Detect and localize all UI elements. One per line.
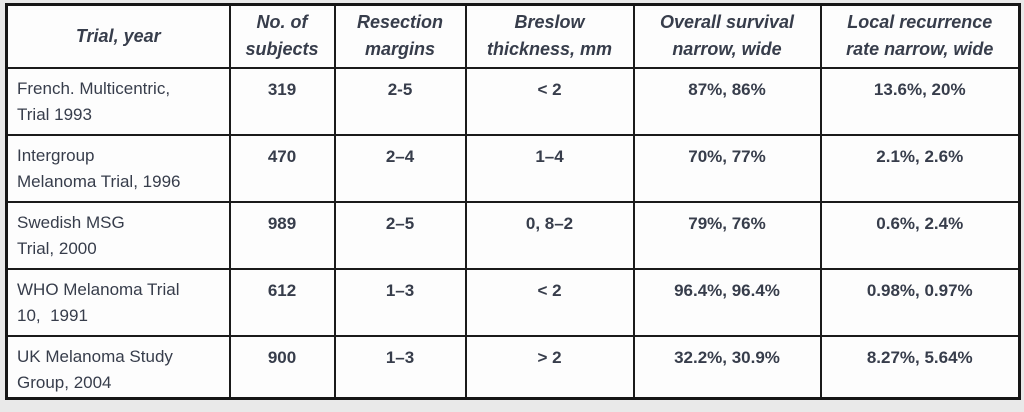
cell-margins: 1–3 — [333, 267, 467, 337]
cell-trial-year: Swedish MSG Trial, 2000 — [5, 200, 231, 270]
cell-subjects: 989 — [228, 200, 336, 270]
cell-survival: 32.2%, 30.9% — [632, 334, 822, 400]
cell-margins: 2–5 — [333, 200, 467, 270]
melanoma-trials-table: Trial, year No. of subjects Resection ma… — [5, 3, 1021, 400]
header-label: Trial, year — [75, 25, 161, 46]
table-row: French. Multicentric, Trial 1993 319 2-5… — [5, 66, 1021, 136]
header-cell-no-of-subjects: No. of subjects — [228, 3, 336, 69]
cell-trial-year: UK Melanoma Study Group, 2004 — [5, 334, 231, 400]
header-cell-overall-survival: Overall survival narrow, wide — [632, 3, 822, 69]
table-row: Intergroup Melanoma Trial, 1996 470 2–4 … — [5, 133, 1021, 203]
cell-breslow: 0, 8–2 — [464, 200, 635, 270]
header-label: margins — [364, 39, 436, 60]
cell-recurrence: 13.6%, 20% — [819, 66, 1021, 136]
header-cell-local-recurrence: Local recurrence rate narrow, wide — [819, 3, 1021, 69]
trial-name-line: Intergroup — [17, 145, 95, 165]
cell-survival: 79%, 76% — [632, 200, 822, 270]
cell-survival: 96.4%, 96.4% — [632, 267, 822, 337]
cell-recurrence: 8.27%, 5.64% — [819, 334, 1021, 400]
trial-name-line: Melanoma Trial, 1996 — [17, 171, 181, 191]
cell-trial-year: French. Multicentric, Trial 1993 — [5, 66, 231, 136]
table-row: Swedish MSG Trial, 2000 989 2–5 0, 8–2 7… — [5, 200, 1021, 270]
header-label: thickness, mm — [486, 39, 613, 60]
cell-trial-year: WHO Melanoma Trial 10, 1991 — [5, 267, 231, 337]
header-label: rate narrow, wide — [846, 39, 994, 60]
trial-name-line: Group, 2004 — [17, 372, 112, 392]
table-row: WHO Melanoma Trial 10, 1991 612 1–3 < 2 … — [5, 267, 1021, 337]
header-label: narrow, wide — [672, 39, 782, 60]
trial-name-line: UK Melanoma Study — [17, 346, 173, 366]
cell-breslow: < 2 — [464, 267, 635, 337]
header-label: Breslow — [514, 12, 585, 33]
header-label: Overall survival — [659, 12, 795, 33]
trial-name-line: Trial, 2000 — [17, 238, 97, 258]
header-cell-trial-year: Trial, year — [5, 3, 231, 69]
cell-survival: 87%, 86% — [632, 66, 822, 136]
cell-survival: 70%, 77% — [632, 133, 822, 203]
trial-name-line: French. Multicentric, — [17, 78, 171, 98]
cell-subjects: 612 — [228, 267, 336, 337]
table-row: UK Melanoma Study Group, 2004 900 1–3 > … — [5, 334, 1021, 400]
header-label: subjects — [245, 39, 319, 60]
cell-margins: 2–4 — [333, 133, 467, 203]
trial-name-line: Trial 1993 — [17, 104, 92, 124]
trial-name-line: Swedish MSG — [17, 212, 125, 232]
cell-breslow: < 2 — [464, 66, 635, 136]
header-label: Resection — [356, 12, 444, 33]
cell-subjects: 900 — [228, 334, 336, 400]
cell-recurrence: 0.6%, 2.4% — [819, 200, 1021, 270]
trial-name-line: 10, 1991 — [17, 305, 88, 325]
header-label: Local recurrence — [847, 12, 993, 33]
scanned-table-region: Trial, year No. of subjects Resection ma… — [5, 3, 1021, 400]
cell-margins: 1–3 — [333, 334, 467, 400]
cell-recurrence: 0.98%, 0.97% — [819, 267, 1021, 337]
header-cell-breslow-thickness: Breslow thickness, mm — [464, 3, 635, 69]
header-cell-resection-margins: Resection margins — [333, 3, 467, 69]
cell-subjects: 470 — [228, 133, 336, 203]
header-label: No. of — [256, 12, 308, 33]
trial-name-line: WHO Melanoma Trial — [17, 279, 180, 299]
cell-breslow: 1–4 — [464, 133, 635, 203]
cell-recurrence: 2.1%, 2.6% — [819, 133, 1021, 203]
cell-trial-year: Intergroup Melanoma Trial, 1996 — [5, 133, 231, 203]
header-row: Trial, year No. of subjects Resection ma… — [5, 3, 1021, 69]
cell-margins: 2-5 — [333, 66, 467, 136]
cell-subjects: 319 — [228, 66, 336, 136]
cell-breslow: > 2 — [464, 334, 635, 400]
